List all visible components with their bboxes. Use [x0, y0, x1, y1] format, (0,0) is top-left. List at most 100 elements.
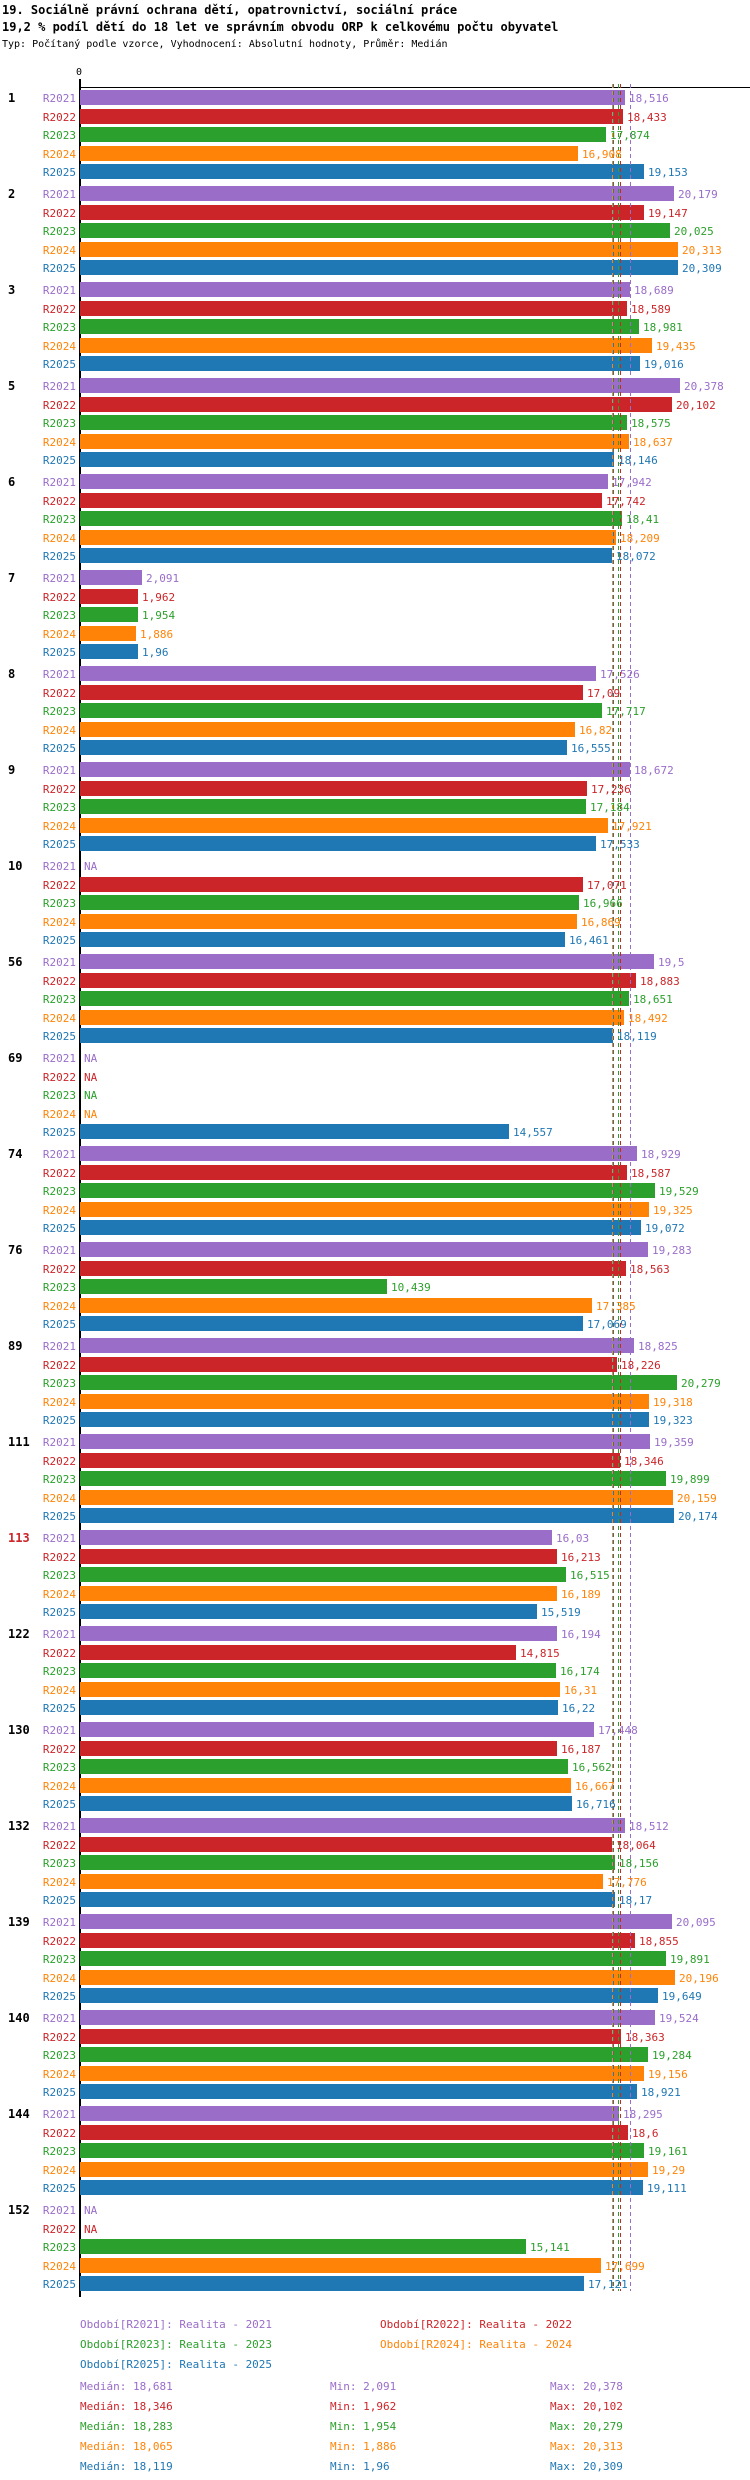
bar [80, 378, 680, 393]
row-label: R2025 [42, 262, 76, 275]
row-label: R2024 [42, 147, 76, 161]
bar [80, 1914, 672, 1929]
bar [80, 1146, 637, 1161]
bar [80, 2161, 648, 2177]
value-label: 20,159 [677, 1491, 717, 1505]
value-label: 18,226 [621, 1358, 661, 1372]
bar [80, 1626, 557, 1641]
bar [80, 1969, 675, 1985]
value-label: 17,921 [612, 819, 652, 833]
row-label: R2022 [42, 398, 76, 412]
row-label: R2025 [42, 1606, 76, 1619]
value-label: 19,016 [644, 358, 684, 371]
bar [80, 2239, 526, 2254]
row-label: R2021 [42, 1724, 76, 1737]
chart-title-line2: 19,2 % podíl dětí do 18 let ve správním … [2, 20, 559, 34]
value-label: 18,433 [627, 110, 667, 124]
row-label: R2021 [42, 1820, 76, 1833]
group-label: 69 [8, 1051, 23, 1065]
row-label: R2022 [42, 1838, 76, 1852]
value-label: 18,637 [633, 435, 673, 449]
bar [80, 511, 622, 526]
median-line [612, 84, 613, 2291]
value-label: 19,283 [652, 1244, 692, 1257]
row-label: R2023 [42, 1761, 76, 1774]
bar [80, 1452, 620, 1468]
value-label: 16,189 [561, 1587, 601, 1601]
row-label: R2023 [42, 1185, 76, 1198]
chart-title-line1: 19. Sociálně právní ochrana dětí, opatro… [2, 3, 458, 17]
row-label: R2024 [42, 243, 76, 257]
row-label: R2025 [42, 550, 76, 563]
value-label: 19,529 [659, 1185, 699, 1198]
row-label: R2023 [42, 2145, 76, 2158]
bar [80, 1489, 673, 1505]
bar [80, 108, 623, 124]
value-label: 14,815 [520, 1646, 560, 1660]
value-label: 19,156 [648, 2067, 688, 2081]
bar [80, 1932, 635, 1948]
value-label: 16,187 [561, 1742, 601, 1756]
value-label: 19,359 [654, 1436, 694, 1449]
bar [80, 1393, 649, 1409]
row-label: R2023 [42, 1665, 76, 1678]
bar [80, 762, 630, 777]
value-label: 17,533 [600, 838, 640, 851]
row-label: R2023 [42, 993, 76, 1006]
group-label: 152 [8, 2203, 30, 2217]
value-label: 18,064 [616, 1838, 656, 1852]
row-label: R2025 [42, 2278, 76, 2291]
row-label: R2021 [42, 1148, 76, 1161]
row-label: R2024 [42, 1491, 76, 1505]
zero-tick-mark [79, 79, 81, 87]
bar [80, 1164, 627, 1180]
value-label: 17,776 [607, 1875, 647, 1889]
group-label: 130 [8, 1723, 30, 1737]
row-label: R2021 [42, 380, 76, 393]
bar [80, 415, 627, 430]
row-label: R2023 [42, 1473, 76, 1486]
row-label: R2021 [42, 92, 76, 105]
row-label: R2025 [42, 1510, 76, 1523]
bar [80, 548, 612, 563]
x-axis-line [80, 87, 750, 88]
row-label: R2022 [42, 1262, 76, 1276]
value-label: NA [84, 2204, 98, 2217]
value-label: 16,194 [561, 1628, 601, 1641]
group-label: 9 [8, 763, 16, 777]
legend-item: Období[R2024]: Realita - 2024 [380, 2338, 573, 2351]
stat-median: Medián: 18,346 [80, 2400, 173, 2413]
row-label: R2025 [42, 454, 76, 467]
row-label: R2021 [42, 188, 76, 201]
group-label: 3 [8, 283, 16, 297]
bar [80, 703, 602, 718]
row-label: R2022 [42, 686, 76, 700]
bar [80, 1855, 615, 1870]
bar [80, 644, 138, 659]
row-label: R2025 [42, 1414, 76, 1427]
row-label: R2025 [42, 358, 76, 371]
row-label: R2024 [42, 1875, 76, 1889]
bar [80, 1567, 566, 1582]
row-label: R2021 [42, 764, 76, 777]
value-label: 20,179 [678, 188, 718, 201]
row-label: R2021 [42, 2204, 76, 2217]
value-label: 19,5 [658, 956, 685, 969]
bar [80, 2257, 601, 2273]
value-label: 17,121 [588, 2278, 628, 2291]
value-label: 18,575 [631, 417, 671, 430]
row-label: R2023 [42, 1857, 76, 1870]
median-line [618, 84, 619, 2291]
row-label: R2022 [42, 590, 76, 604]
row-label: R2025 [42, 1702, 76, 1715]
value-label: 20,174 [678, 1510, 718, 1523]
value-label: NA [84, 1089, 98, 1102]
value-label: 17,385 [596, 1299, 636, 1313]
legend-item: Období[R2023]: Realita - 2023 [80, 2338, 273, 2351]
value-label: 18,295 [623, 2108, 663, 2121]
row-label: R2021 [42, 1244, 76, 1257]
bar [80, 145, 578, 161]
bar [80, 260, 678, 275]
bar [80, 666, 596, 681]
group-label: 10 [8, 859, 23, 873]
